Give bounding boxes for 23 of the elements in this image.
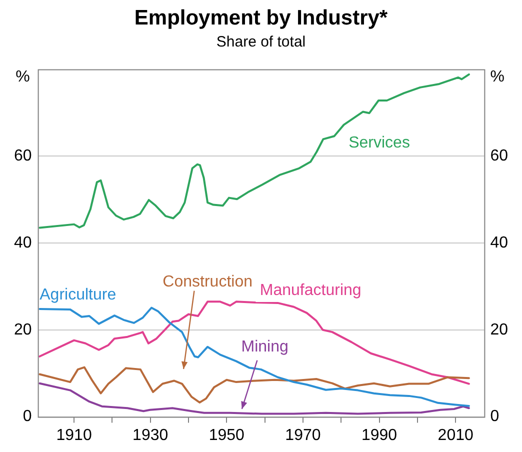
- y2-tick-label: 60: [490, 148, 508, 165]
- x-tick-label: 1910: [56, 426, 92, 444]
- chart-subtitle: Share of total: [216, 33, 306, 50]
- y-tick-label: 60: [14, 148, 32, 165]
- y2-axis-title: %: [490, 68, 504, 86]
- series-label: Manufacturing: [260, 282, 362, 300]
- y-tick-label: 0: [22, 408, 32, 426]
- series-label: Services: [348, 134, 410, 152]
- y2-tick-label: 40: [490, 234, 508, 252]
- x-tick-label: 1970: [285, 426, 321, 444]
- y-tick-label: 20: [14, 321, 32, 338]
- x-tick-label: 1950: [208, 426, 245, 444]
- x-tick-label: 1990: [361, 426, 398, 444]
- y2-tick-label: 0: [490, 408, 500, 426]
- series-label: Agriculture: [40, 286, 116, 304]
- text: Mining: [241, 338, 288, 356]
- y-tick-label: 40: [14, 234, 32, 252]
- x-tick-label: 1930: [132, 426, 168, 444]
- chart-title: Employment by Industry*: [134, 6, 388, 30]
- x-tick-label: 2010: [438, 426, 474, 444]
- text: Construction: [162, 274, 252, 291]
- y2-tick-label: 20: [490, 321, 508, 338]
- y-axis-title: %: [16, 68, 30, 86]
